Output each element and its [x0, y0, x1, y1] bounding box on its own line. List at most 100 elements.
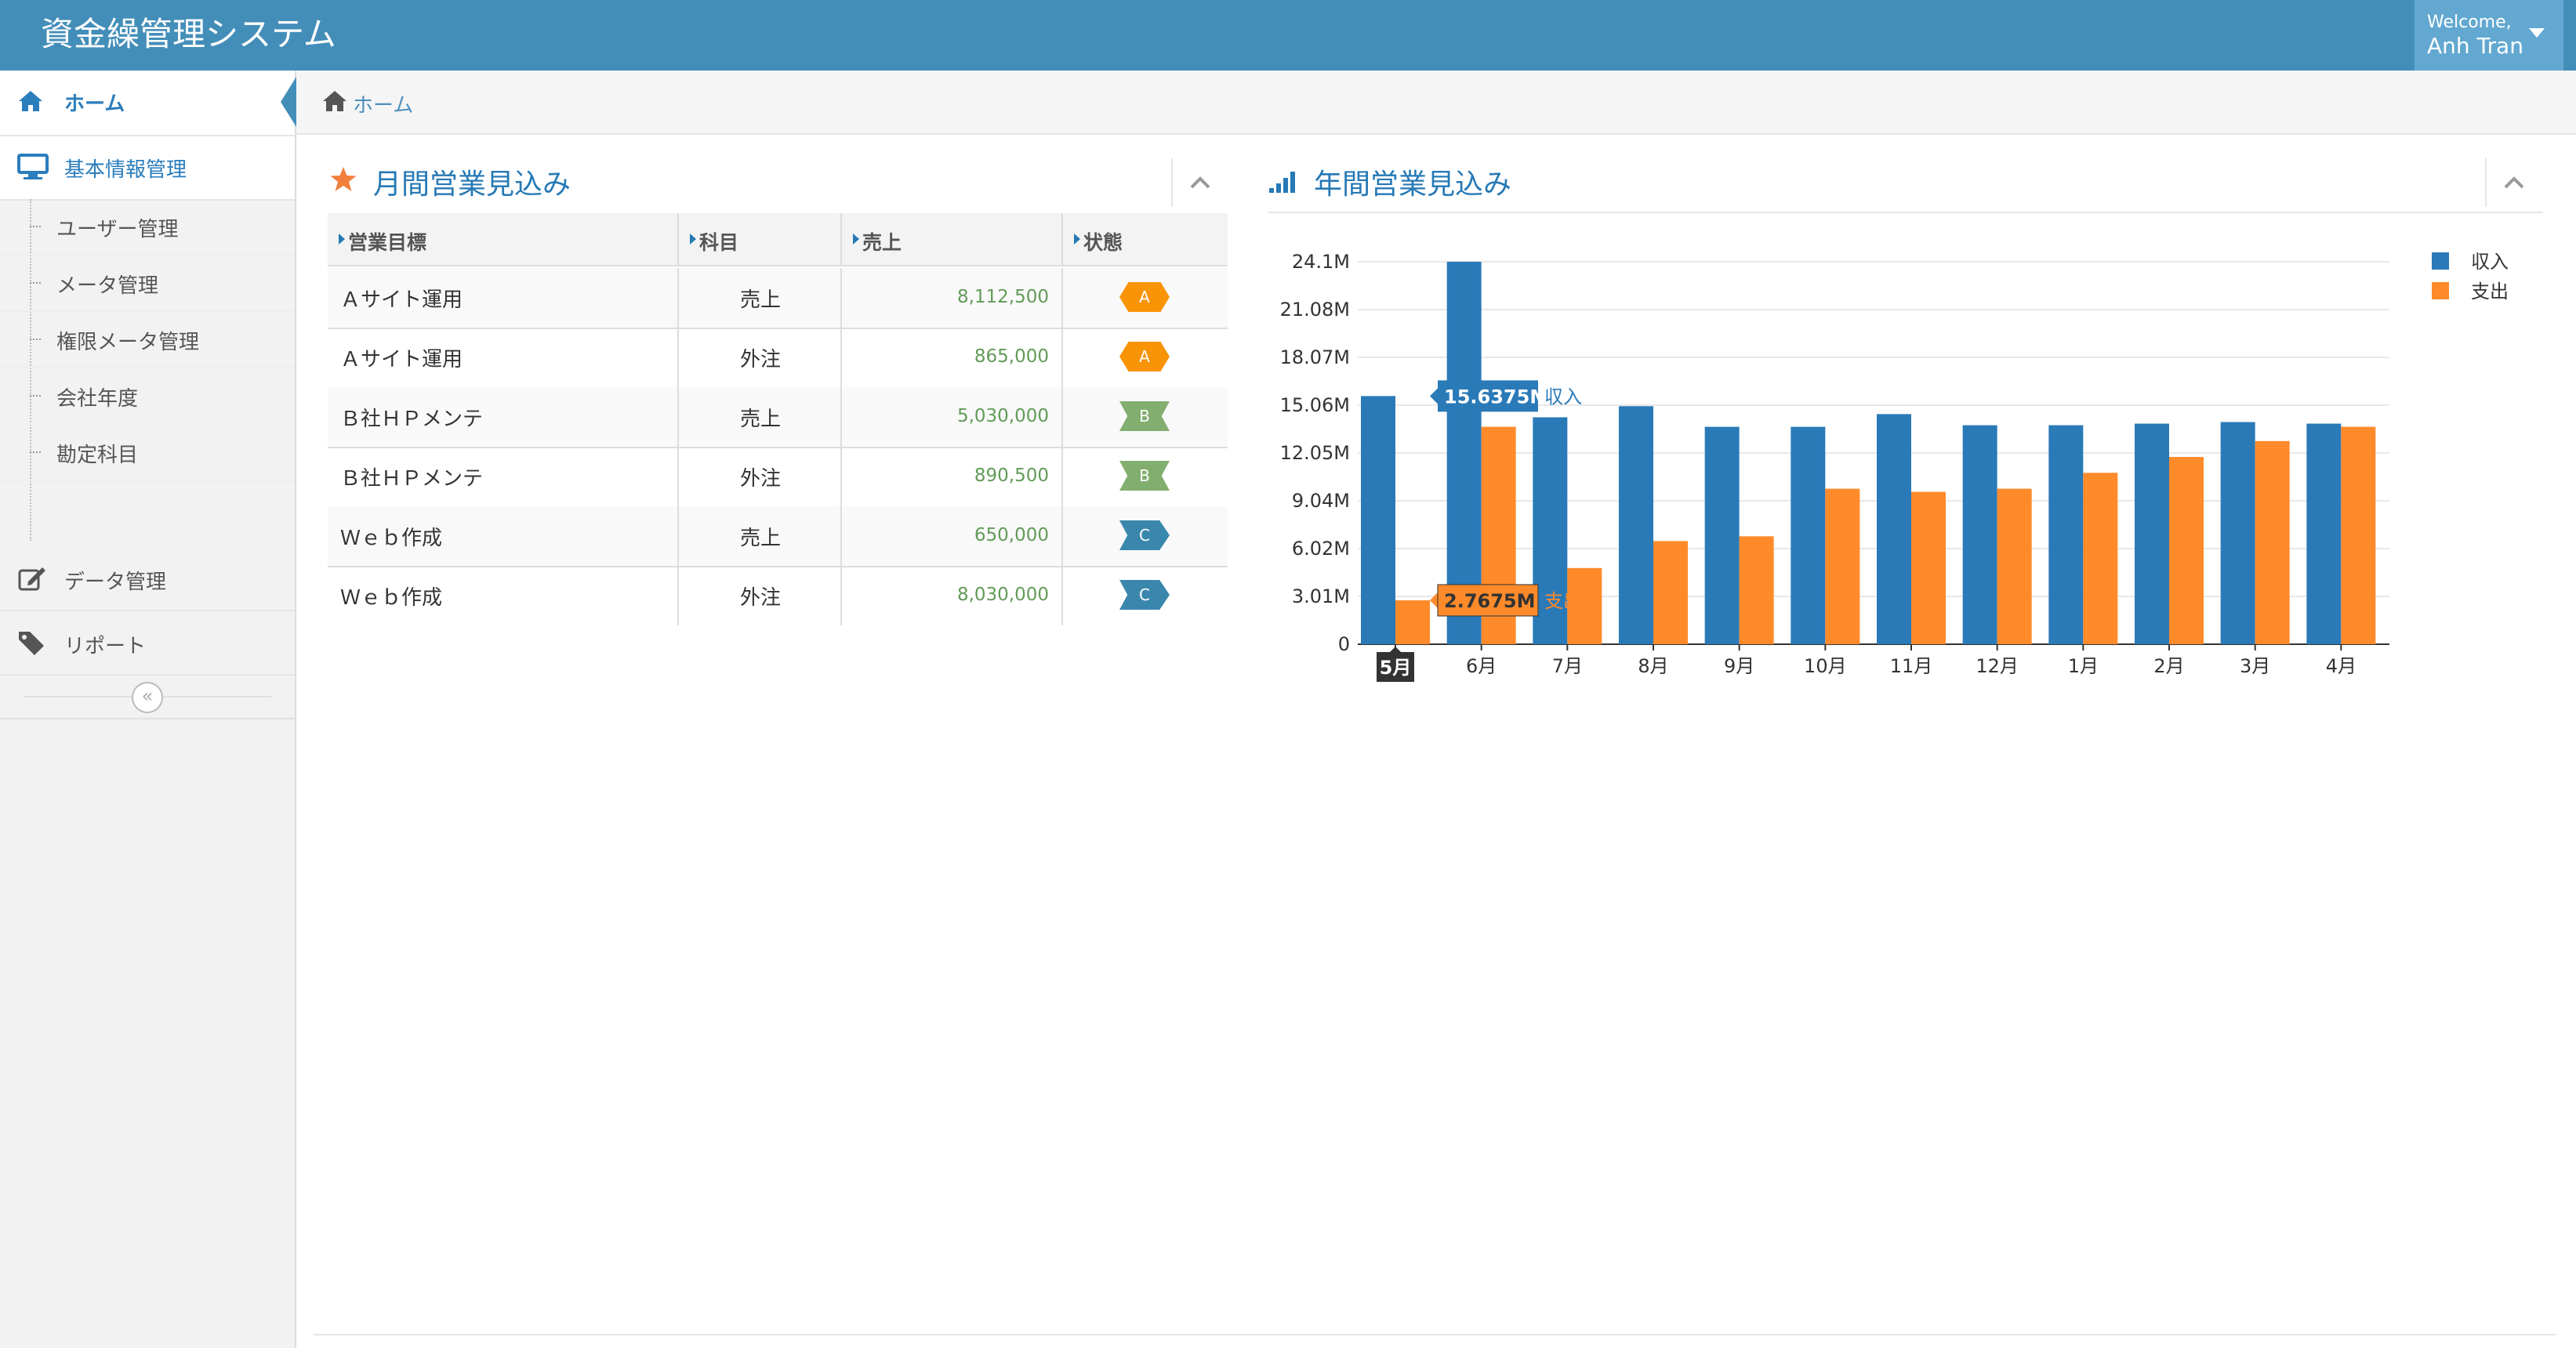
x-tick-label: 2月: [2153, 655, 2184, 677]
app-title: 資金繰管理システム: [41, 15, 336, 53]
sidebar-item-meters[interactable]: メータ管理: [0, 255, 295, 312]
income-bar: [2306, 423, 2342, 644]
income-bar: [1533, 417, 1568, 644]
sidebar-item-fiscal-year[interactable]: 会社年度: [0, 368, 295, 425]
x-tick-label: 4月: [2326, 655, 2356, 677]
sidebar-item-label: データ管理: [64, 571, 167, 594]
welcome-text: Welcome,: [2427, 13, 2512, 32]
sidebar-item-data[interactable]: データ管理: [0, 547, 295, 611]
user-name: Anh Tran: [2427, 33, 2523, 59]
expense-bar: [1567, 567, 1602, 644]
income-bar: [1446, 262, 1482, 644]
expense-bar: [2255, 440, 2290, 644]
sort-caret-icon: [339, 234, 345, 245]
sidebar-item-label: リポート: [64, 635, 147, 658]
home-icon: [19, 91, 42, 111]
column-header-status[interactable]: 状態: [1063, 213, 1228, 266]
tooltip-value: 2.7675M: [1444, 590, 1536, 612]
legend-label: 収入: [2471, 251, 2509, 273]
x-tick-label: 1月: [2068, 655, 2099, 677]
tooltip-box: [1437, 584, 1539, 617]
x-tick-label: 9月: [1724, 655, 1754, 677]
status-badge: C: [1119, 580, 1170, 610]
column-header-sales[interactable]: 売上: [842, 213, 1063, 266]
sidebar-item-label: 基本情報管理: [64, 158, 187, 182]
sort-caret-icon: [1074, 234, 1080, 245]
sidebar-item-users[interactable]: ユーザー管理: [0, 199, 295, 255]
income-bar: [1791, 426, 1826, 644]
y-tick-label: 21.08M: [1280, 299, 1350, 321]
expense-bar: [1653, 541, 1688, 644]
user-menu[interactable]: Welcome, Anh Tran: [2415, 0, 2563, 71]
sidebar-item-label: ホーム: [64, 92, 125, 116]
sidebar-item-label: 権限メータ管理: [56, 331, 200, 354]
cell-target: Ｗｅｂ作成: [340, 527, 443, 550]
double-chevron-left-icon[interactable]: «: [132, 682, 163, 713]
sidebar-item-basic-info[interactable]: 基本情報管理: [0, 136, 295, 201]
x-tick-label: 12月: [1976, 655, 2019, 677]
income-bar: [2135, 423, 2169, 644]
table-row: Ｂ社ＨＰメンテ 売上 5,030,000 B: [328, 387, 1228, 448]
column-header-target[interactable]: 営業目標: [328, 213, 679, 266]
tree-line: [30, 199, 31, 541]
sidebar-item-label: 会社年度: [56, 387, 139, 411]
x-tick-label: 7月: [1552, 655, 1583, 677]
expense-bar: [2341, 426, 2376, 644]
expense-bar: [1911, 491, 1946, 644]
breadcrumb-home-link[interactable]: ホーム: [353, 94, 414, 118]
expense-bar: [1997, 488, 2032, 644]
legend-swatch: [2432, 252, 2449, 270]
cell-subject: 売上: [739, 408, 781, 431]
expense-bar: [1395, 600, 1430, 644]
income-bar: [1962, 425, 1997, 644]
x-tick-label: 5月: [1380, 657, 1412, 679]
breadcrumb: ホーム: [296, 71, 2576, 135]
income-bar: [1361, 396, 1395, 644]
cell-sales: 650,000: [974, 525, 1049, 545]
cell-target: Ａサイト運用: [340, 288, 463, 312]
caret-down-icon: [2529, 28, 2545, 38]
sidebar-item-accounts[interactable]: 勘定科目: [0, 425, 295, 481]
cell-sales: 865,000: [974, 346, 1049, 367]
cell-target: Ａサイト運用: [340, 348, 463, 371]
sort-caret-icon: [853, 234, 859, 245]
status-badge: A: [1119, 282, 1170, 312]
y-tick-label: 12.05M: [1280, 442, 1350, 464]
column-header-subject[interactable]: 科目: [679, 213, 842, 266]
signal-bars-icon: [1269, 172, 1295, 193]
x-tick-highlight-arrow: [1390, 647, 1401, 652]
table-row: Ｗｅｂ作成 外注 8,030,000 C: [328, 566, 1228, 625]
y-tick-label: 6.02M: [1292, 538, 1350, 560]
tooltip-series: 支出: [1544, 590, 1582, 612]
sort-caret-icon: [690, 234, 696, 245]
income-bar: [1619, 406, 1653, 644]
annual-bar-chart: 0 3.01M 6.02M 9.04M 12.05M 15.06M 18.07M 21.08M…: [1280, 251, 2509, 682]
status-badge: A: [1119, 342, 1170, 371]
cell-subject: 売上: [739, 288, 781, 312]
table-row: Ａサイト運用 外注 865,000 A: [328, 328, 1228, 389]
status-badge: C: [1119, 520, 1170, 550]
table-row: Ｂ社ＨＰメンテ 外注 890,500 B: [328, 447, 1228, 508]
cell-subject: 売上: [739, 527, 781, 550]
tooltip-series: 収入: [1544, 386, 1582, 408]
cell-sales: 890,500: [974, 466, 1049, 486]
desktop-icon: [17, 154, 49, 179]
y-tick-label: 3.01M: [1292, 585, 1350, 607]
status-badge: B: [1119, 461, 1170, 491]
income-bar: [2220, 422, 2255, 644]
chevron-up-icon[interactable]: [1190, 176, 1210, 190]
chevron-up-icon[interactable]: [2504, 176, 2524, 190]
sidebar-item-permission-meters[interactable]: 権限メータ管理: [0, 312, 295, 368]
sidebar-item-report[interactable]: リポート: [0, 611, 295, 676]
tooltip-pointer: [1430, 592, 1438, 608]
cell-subject: 外注: [739, 348, 781, 371]
income-bar: [1704, 426, 1740, 644]
cell-target: Ｗｅｂ作成: [340, 586, 443, 610]
y-tick-label: 0: [1338, 633, 1350, 655]
income-bar: [2048, 425, 2084, 644]
sidebar-item-home[interactable]: ホーム: [0, 71, 296, 136]
cell-subject: 外注: [739, 586, 781, 610]
tooltip-value: 15.6375M: [1444, 386, 1548, 408]
sidebar-item-label: 勘定科目: [56, 444, 139, 467]
cell-sales: 8,112,500: [956, 287, 1049, 307]
